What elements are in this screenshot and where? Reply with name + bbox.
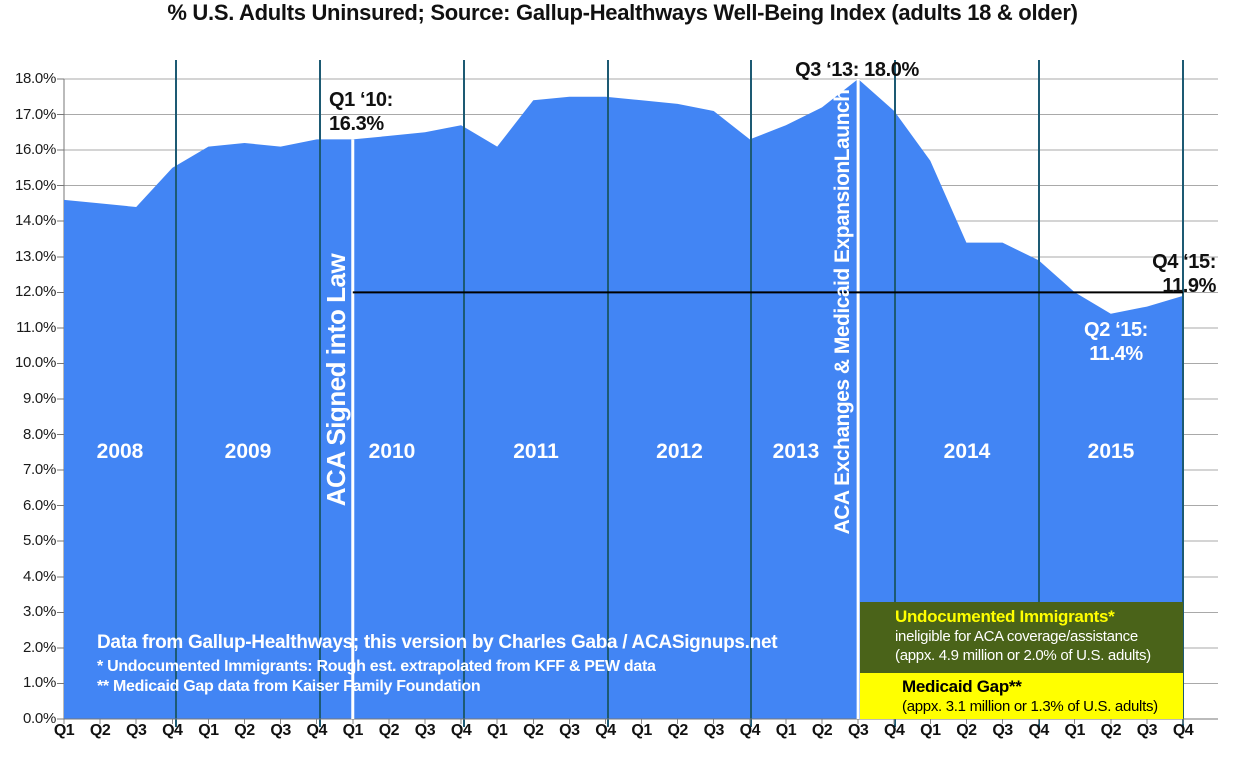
- y-axis-label: 2.0%: [23, 638, 56, 656]
- x-axis-label: Q2: [1100, 722, 1122, 739]
- y-axis-label: 0.0%: [23, 710, 56, 727]
- y-axis-label: 8.0%: [23, 425, 56, 443]
- x-axis-label: Q4: [162, 722, 183, 739]
- annotation-q1-2010: Q1 ‘10: 16.3%: [329, 88, 393, 136]
- annotation-q3-2013: Q3 ‘13: 18.0%: [795, 59, 919, 81]
- medicaid-gap-box-line2: (appx. 3.1 million or 1.3% of U.S. adult…: [902, 698, 1158, 715]
- footnote-undocumented: * Undocumented Immigrants: Rough est. ex…: [97, 658, 656, 675]
- annotation-q4-2015: Q4 ‘15: 11.9%: [1016, 250, 1216, 298]
- y-axis-label: 12.0%: [14, 283, 56, 301]
- annotation-q2-2015: Q2 ‘15: 11.4%: [1056, 318, 1176, 366]
- year-label-2013: 2013: [772, 440, 820, 463]
- x-axis-label: Q4: [306, 722, 328, 739]
- medicaid-gap-box: Medicaid Gap** (appx. 3.1 million or 1.3…: [860, 673, 1183, 719]
- annotation-q1-2010-label: Q1 ‘10:: [329, 89, 393, 111]
- year-label-2015: 2015: [1087, 440, 1135, 463]
- undocumented-box-title: Undocumented Immigrants*: [895, 607, 1115, 626]
- x-axis-label: Q3: [559, 722, 580, 739]
- annotation-q2-2015-label: Q2 ‘15:: [1084, 319, 1148, 341]
- year-label-2008: 2008: [96, 440, 144, 463]
- undocumented-box-line2: ineligible for ACA coverage/assistance: [895, 628, 1138, 645]
- x-axis-label: Q1: [775, 722, 797, 739]
- y-axis-label: 13.0%: [14, 247, 56, 265]
- undocumented-immigrants-box: Undocumented Immigrants* ineligible for …: [860, 602, 1183, 673]
- y-axis-label: 1.0%: [23, 674, 56, 692]
- uninsured-area-series: [64, 79, 1183, 719]
- x-axis-label: Q3: [1136, 722, 1158, 739]
- x-axis-label: Q1: [486, 722, 508, 739]
- year-label-2014: 2014: [943, 440, 991, 463]
- x-axis-label: Q2: [956, 722, 977, 739]
- y-axis-label: 14.0%: [14, 212, 56, 230]
- x-axis-label: Q4: [1172, 722, 1194, 739]
- x-axis-label: Q3: [270, 722, 291, 739]
- x-axis-label: Q3: [126, 722, 147, 739]
- footnote-medicaid: ** Medicaid Gap data from Kaiser Family …: [97, 678, 481, 695]
- x-axis-label: Q2: [811, 722, 833, 739]
- x-axis-label: Q4: [739, 722, 761, 739]
- chart-title: % U.S. Adults Uninsured; Source: Gallup-…: [167, 0, 1078, 25]
- x-axis-label: Q2: [89, 722, 111, 739]
- year-label-2010: 2010: [368, 440, 416, 463]
- x-axis-label: Q2: [667, 722, 688, 739]
- x-axis-label: Q1: [198, 722, 219, 739]
- medicaid-gap-box-title: Medicaid Gap**: [902, 677, 1022, 696]
- x-axis-label: Q1: [920, 722, 941, 739]
- x-axis-label: Q1: [1064, 722, 1086, 739]
- y-axis-label: 6.0%: [23, 496, 56, 514]
- annotation-q1-2010-value: 16.3%: [329, 113, 384, 135]
- y-axis-label: 18.0%: [14, 70, 56, 87]
- year-label-2012: 2012: [656, 440, 703, 463]
- aca-signed-label: ACA Signed into Law: [321, 253, 351, 507]
- undocumented-box-line3: (appx. 4.9 million or 2.0% of U.S. adult…: [895, 647, 1151, 664]
- y-axis-label: 10.0%: [14, 354, 56, 372]
- y-axis-label: 3.0%: [23, 603, 56, 621]
- year-label-2009: 2009: [224, 440, 272, 463]
- y-axis-label: 7.0%: [23, 461, 56, 479]
- x-axis-label: Q4: [884, 722, 905, 739]
- y-axis-label: 9.0%: [23, 390, 56, 407]
- x-axis-label: Q4: [450, 722, 472, 739]
- x-axis-label: Q2: [234, 722, 255, 739]
- y-axis-label: 5.0%: [23, 532, 56, 550]
- x-axis-label: Q1: [53, 722, 75, 739]
- year-label-2011: 2011: [513, 440, 559, 463]
- x-axis-label: Q3: [992, 722, 1013, 739]
- annotation-q4-2015-value: 11.9%: [1162, 275, 1216, 297]
- x-axis-label: Q2: [378, 722, 400, 739]
- footnote-source: Data from Gallup-Healthways; this versio…: [97, 632, 778, 653]
- x-axis-label: Q1: [342, 722, 364, 739]
- aca-exchanges-label: ACA Exchanges & Medicaid ExpansionLaunch: [831, 89, 854, 535]
- y-axis-label: 15.0%: [14, 176, 56, 194]
- x-axis-label: Q3: [703, 722, 725, 739]
- annotation-q2-2015-value: 11.4%: [1089, 343, 1143, 365]
- x-axis-label: Q4: [595, 722, 616, 739]
- y-axis-label: 11.0%: [16, 318, 56, 336]
- x-axis-label: Q2: [523, 722, 544, 739]
- y-axis-label: 17.0%: [14, 105, 56, 123]
- y-axis-label: 16.0%: [14, 141, 56, 159]
- x-axis-label: Q3: [414, 722, 436, 739]
- annotation-q4-2015-label: Q4 ‘15:: [1152, 251, 1216, 273]
- x-axis-label: Q3: [847, 722, 869, 739]
- x-axis-label: Q4: [1028, 722, 1049, 739]
- y-axis-label: 4.0%: [23, 567, 56, 585]
- x-axis-label: Q1: [631, 722, 652, 739]
